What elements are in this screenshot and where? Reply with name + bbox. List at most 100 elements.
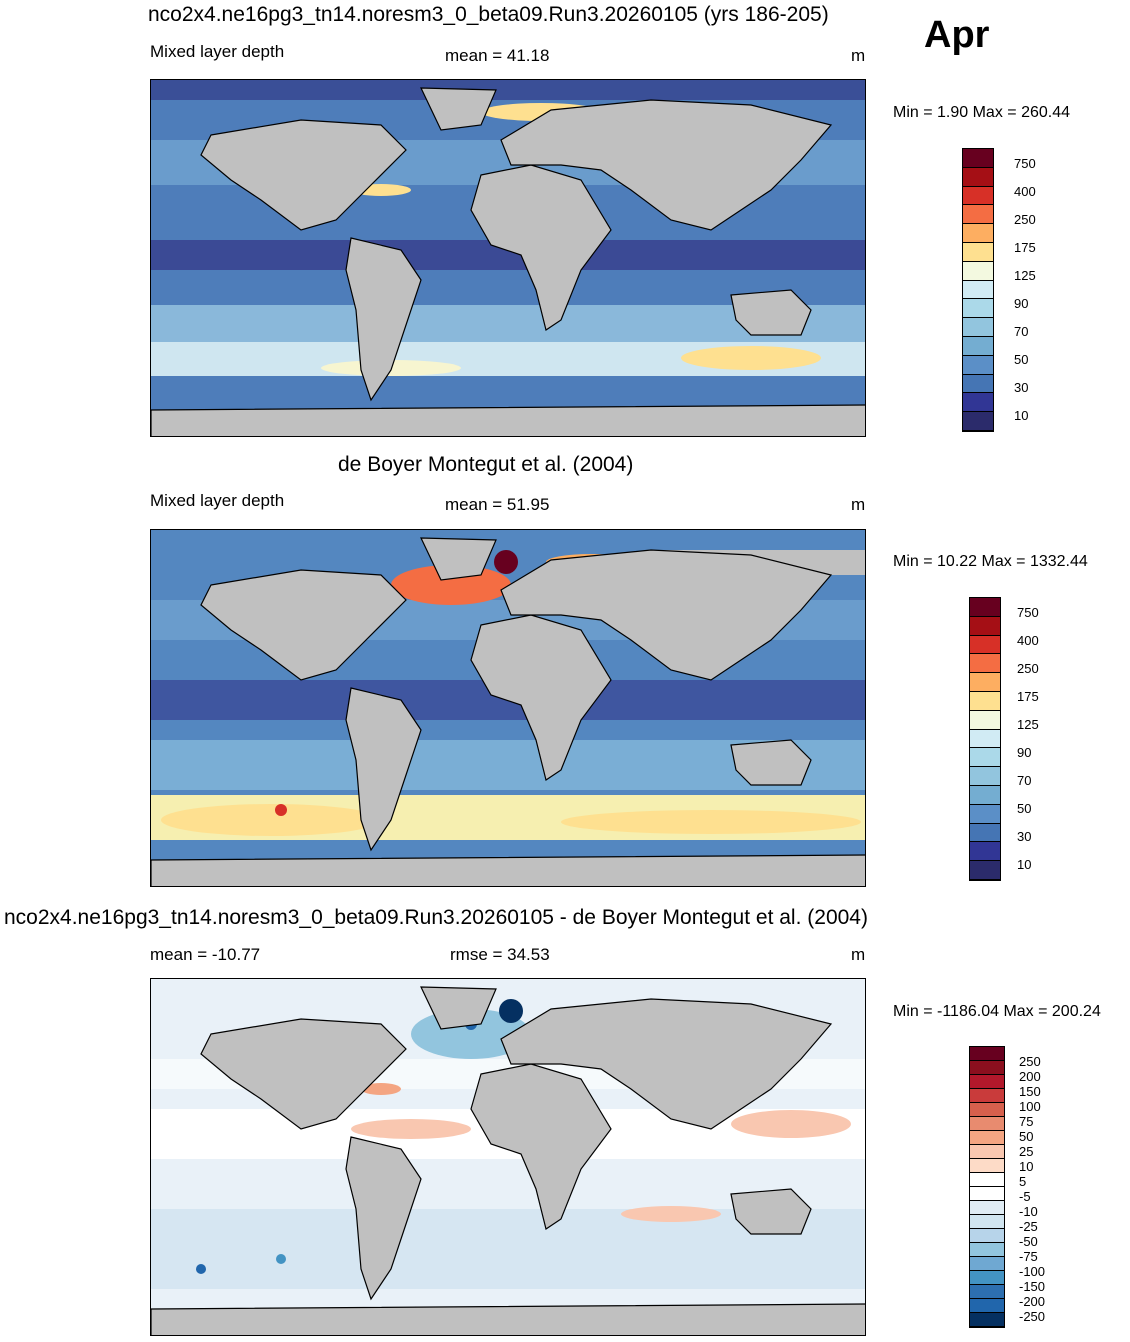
panel2-minmax: Min = 10.22 Max = 1332.44 — [893, 553, 1088, 570]
panel3-cb-label: 25 — [1019, 1144, 1034, 1159]
colorbar-swatch — [970, 710, 1000, 730]
colorbar-swatch — [970, 804, 1000, 824]
month-label: Apr — [924, 14, 990, 56]
colorbar-swatch — [970, 1243, 1004, 1257]
panel1-cb-label: 400 — [1014, 184, 1036, 199]
colorbar-swatch — [970, 673, 1000, 692]
panel2-cb-label: 250 — [1017, 661, 1039, 676]
colorbar-swatch — [963, 355, 993, 375]
colorbar-swatch — [970, 1229, 1004, 1243]
colorbar-swatch — [970, 692, 1000, 711]
panel2-units: m — [851, 495, 866, 514]
colorbar-swatch — [963, 261, 993, 281]
panel1-cb-label: 10 — [1014, 408, 1029, 423]
panel2-cb-label: 70 — [1017, 773, 1032, 788]
panel3-cb-label: -150 — [1019, 1279, 1046, 1294]
panel3-cb-label: -10 — [1019, 1204, 1038, 1219]
colorbar-swatch — [970, 635, 1000, 655]
panel2-variable-label: Mixed layer depth — [150, 491, 285, 510]
panel2-map-svg — [151, 530, 865, 886]
colorbar-swatch — [970, 1215, 1004, 1229]
colorbar-swatch — [970, 1187, 1004, 1201]
colorbar-swatch — [970, 1257, 1004, 1271]
colorbar-swatch — [963, 374, 993, 394]
panel2-cb-label: 90 — [1017, 745, 1032, 760]
panel2-colorbar: 750 400 250 175 125 90 70 50 30 10 — [969, 597, 1109, 881]
colorbar-swatch — [970, 654, 1000, 674]
colorbar-swatch — [963, 393, 993, 413]
colorbar-swatch — [970, 1271, 1004, 1285]
panel3-title: nco2x4.ne16pg3_tn14.noresm3_0_beta09.Run… — [4, 906, 868, 929]
panel1-colorbar-swatches — [962, 148, 994, 432]
colorbar-swatch — [970, 1103, 1004, 1117]
panel2-cb-label: 30 — [1017, 829, 1032, 844]
colorbar-swatch — [963, 167, 993, 187]
panel1-units: m — [851, 46, 866, 65]
panel3-cb-label: -25 — [1019, 1219, 1038, 1234]
colorbar-swatch — [970, 1117, 1004, 1131]
colorbar-swatch — [963, 337, 993, 356]
colorbar-swatch — [970, 729, 1000, 749]
panel2-mean-label: mean = 51.95 — [445, 495, 550, 514]
colorbar-swatch — [963, 186, 993, 206]
panel3-cb-label: 150 — [1019, 1084, 1041, 1099]
panel3-colorbar-swatches — [969, 1046, 1005, 1328]
colorbar-swatch — [970, 786, 1000, 805]
colorbar-swatch — [970, 748, 1000, 768]
panel3-rmse-label: rmse = 34.53 — [450, 945, 550, 964]
panel3-units: m — [851, 945, 866, 964]
colorbar-swatch — [970, 861, 1000, 880]
colorbar-swatch — [970, 598, 1000, 617]
colorbar-swatch — [963, 318, 993, 337]
panel3-map-svg — [151, 979, 865, 1335]
colorbar-swatch — [963, 299, 993, 319]
panel3-cb-label: -75 — [1019, 1249, 1038, 1264]
panel3-cb-label: -5 — [1019, 1189, 1031, 1204]
colorbar-swatch — [970, 842, 1000, 862]
colorbar-swatch — [970, 1089, 1004, 1103]
panel3-map — [150, 978, 866, 1336]
panel1-cb-label: 30 — [1014, 380, 1029, 395]
panel2-map — [150, 529, 866, 887]
colorbar-swatch — [970, 1145, 1004, 1159]
panel3-cb-label: -250 — [1019, 1309, 1046, 1324]
panel1-cb-label: 250 — [1014, 212, 1036, 227]
colorbar-swatch — [963, 224, 993, 243]
panel1-title: nco2x4.ne16pg3_tn14.noresm3_0_beta09.Run… — [148, 3, 829, 26]
panel3-cb-label: 5 — [1019, 1174, 1027, 1189]
panel2-continents — [151, 537, 865, 886]
colorbar-swatch — [970, 1131, 1004, 1145]
panel1-cb-label: 70 — [1014, 324, 1029, 339]
panel1-minmax: Min = 1.90 Max = 260.44 — [893, 104, 1070, 121]
colorbar-swatch — [970, 1075, 1004, 1089]
colorbar-swatch — [970, 767, 1000, 786]
panel3-colorbar: 250 200 150 100 75 50 25 10 5 -5 -10 -25… — [969, 1046, 1109, 1328]
panel3-cb-label: 100 — [1019, 1099, 1041, 1114]
panel1-cb-label: 750 — [1014, 156, 1036, 171]
panel2-cb-label: 175 — [1017, 689, 1039, 704]
panel3-cb-label: -200 — [1019, 1294, 1046, 1309]
panel2-colorbar-swatches — [969, 597, 1001, 881]
colorbar-swatch — [963, 412, 993, 431]
panel2-cb-label: 750 — [1017, 605, 1039, 620]
colorbar-swatch — [970, 823, 1000, 843]
colorbar-swatch — [970, 1159, 1004, 1173]
panel3-mean-label: mean = -10.77 — [150, 945, 261, 964]
panel2-title: de Boyer Montegut et al. (2004) — [338, 453, 634, 476]
panel3-cb-label: 200 — [1019, 1069, 1041, 1084]
panel1-cb-label: 90 — [1014, 296, 1029, 311]
panel3-cb-label: 10 — [1019, 1159, 1034, 1174]
panel1-colorbar: 750 400 250 175 125 90 70 50 30 10 — [962, 148, 1102, 432]
panel3-cb-label: 250 — [1019, 1054, 1041, 1069]
colorbar-swatch — [970, 1285, 1004, 1299]
panel3-minmax: Min = -1186.04 Max = 200.24 — [893, 1003, 1101, 1020]
colorbar-swatch — [963, 205, 993, 225]
panel1-map-svg — [151, 80, 865, 436]
colorbar-swatch — [970, 1061, 1004, 1075]
panel1-mean-label: mean = 41.18 — [445, 46, 550, 65]
panel2-cb-label: 10 — [1017, 857, 1032, 872]
colorbar-swatch — [970, 1173, 1004, 1187]
panel3-cb-label: 75 — [1019, 1114, 1034, 1129]
panel1-continents — [151, 87, 865, 436]
panel1-cb-label: 125 — [1014, 268, 1036, 283]
